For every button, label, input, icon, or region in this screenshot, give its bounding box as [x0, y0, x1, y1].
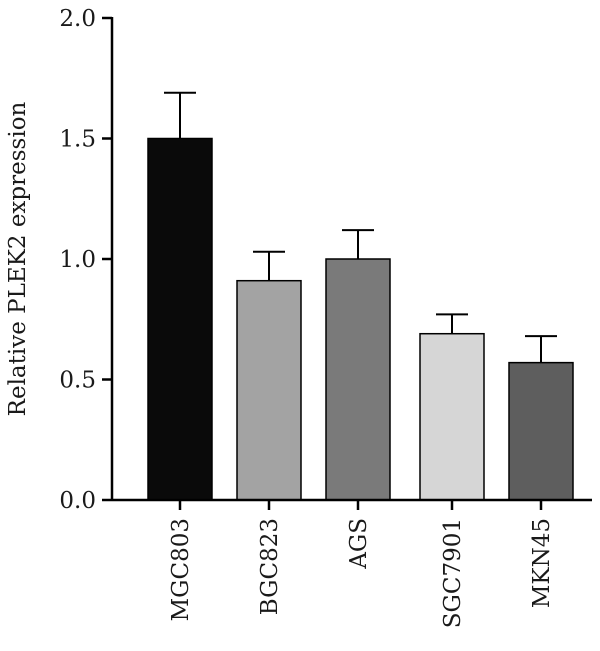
bars: [147, 137, 574, 501]
bar-bgc823: [236, 279, 302, 501]
y-tick-label: 0.0: [59, 488, 96, 514]
error-bar-bgc823: [253, 250, 285, 281]
bar-sgc7901: [419, 332, 485, 501]
error-bar-mgc803: [164, 91, 196, 139]
error-bar-sgc7901: [436, 313, 468, 334]
error-bars: [164, 91, 557, 363]
y-tick-label: 2.0: [59, 6, 96, 32]
y-tick-label: 0.5: [59, 368, 96, 394]
x-tick-label-sgc7901: SGC7901: [440, 518, 466, 628]
y-tick-label: 1.0: [59, 247, 96, 273]
y-axis-ticks: 0.0 0.5 1.0 1.5 2.0: [59, 6, 112, 514]
error-bar-mkn45: [525, 335, 557, 363]
x-tick-label-bgc823: BGC823: [257, 518, 283, 615]
y-axis-title: Relative PLEK2 expression: [5, 101, 31, 416]
bar-mkn45: [508, 361, 574, 501]
bar-ags: [325, 258, 391, 501]
error-bar-ags: [342, 229, 374, 259]
x-tick-label-mkn45: MKN45: [529, 518, 555, 608]
x-axis-ticks: MGC803 BGC823 AGS SGC7901 MKN45: [168, 500, 555, 628]
x-tick-label-mgc803: MGC803: [168, 518, 194, 621]
x-tick-label-ags: AGS: [346, 518, 372, 570]
y-tick-label: 1.5: [59, 127, 96, 153]
bar-mgc803: [147, 137, 213, 501]
